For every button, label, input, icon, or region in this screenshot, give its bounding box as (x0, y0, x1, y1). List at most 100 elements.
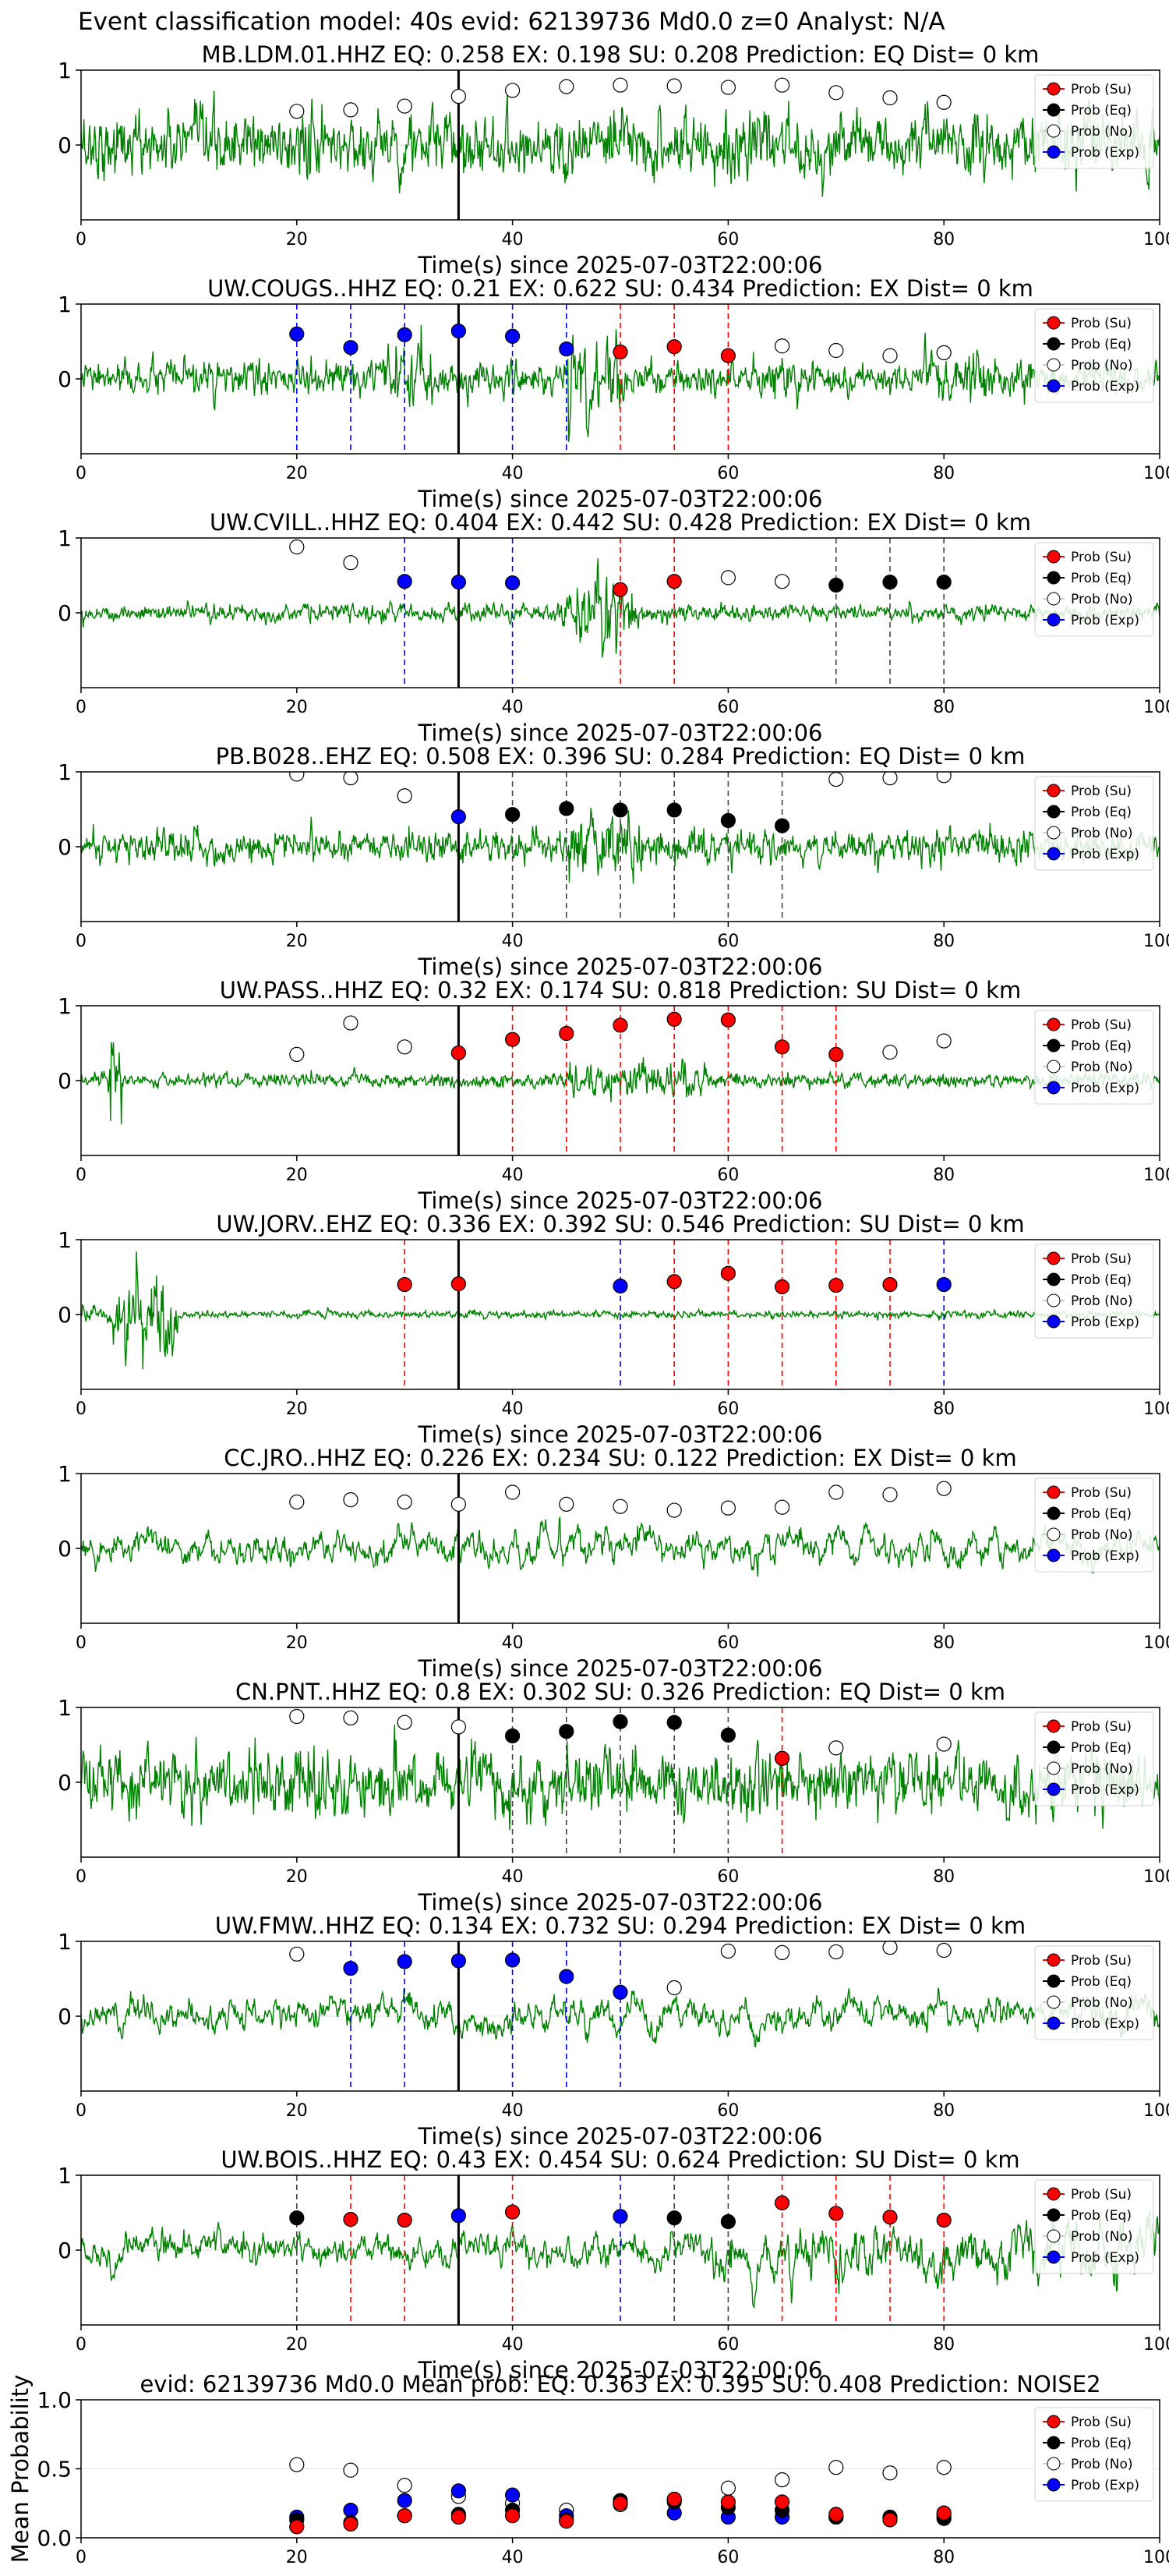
legend-label: Prob (No) (1071, 124, 1133, 140)
prob-marker-exp (397, 574, 412, 589)
prob-marker-su (504, 2204, 521, 2220)
prob-marker-su (559, 1025, 574, 1042)
legend-marker (1047, 1272, 1061, 1286)
plot-area (81, 70, 1160, 220)
prob-marker-no (882, 348, 898, 363)
legend-marker (1047, 82, 1061, 96)
legend-marker (1047, 1782, 1061, 1796)
mean-marker-su (828, 2507, 844, 2522)
legend-label: Prob (Exp) (1071, 145, 1139, 161)
prob-marker-exp (289, 326, 305, 341)
xtick-label: 80 (933, 230, 955, 249)
prob-marker-no (343, 772, 358, 786)
prob-marker-eq (559, 1724, 574, 1739)
x-axis-label: Time(s) since 2025-07-03T22:00:06 (418, 954, 823, 980)
ytick-label: 1 (58, 1461, 72, 1487)
prob-marker-exp (450, 575, 467, 590)
prob-marker-su (936, 2213, 952, 2228)
plot-area (81, 1707, 1160, 1857)
prob-marker-no (936, 94, 952, 110)
legend-label: Prob (Exp) (1071, 613, 1139, 628)
prob-marker-exp (559, 1969, 574, 1984)
xtick-label: 100 (1143, 1166, 1169, 1185)
prob-marker-su (882, 2210, 898, 2225)
legend-frame (1034, 2179, 1154, 2274)
legend-marker (1047, 1251, 1061, 1265)
legend-label: Prob (Eq) (1071, 337, 1132, 352)
legend-label: Prob (Eq) (1071, 1272, 1132, 1288)
mean-marker-su (613, 2496, 628, 2511)
panel-title: UW.FMW..HHZ EQ: 0.134 EX: 0.732 SU: 0.29… (215, 1913, 1026, 1939)
prob-marker-no (289, 1046, 305, 1063)
legend-marker (1047, 2250, 1061, 2264)
legend-marker (1047, 613, 1061, 627)
prob-marker-exp (397, 327, 412, 342)
panel-title: UW.CVILL..HHZ EQ: 0.404 EX: 0.442 SU: 0.… (210, 509, 1031, 536)
xtick-label: 40 (502, 2101, 524, 2121)
xtick-label: 100 (1143, 932, 1169, 951)
legend-label: Prob (Exp) (1071, 1081, 1139, 1096)
prob-marker-no (828, 85, 844, 101)
prob-marker-su (343, 2212, 358, 2227)
prob-marker-no (450, 1719, 467, 1735)
prob-marker-no (666, 78, 682, 94)
mean-marker-no (343, 2462, 358, 2478)
ytick-label: 1 (58, 1227, 72, 1253)
xtick-label: 40 (502, 1399, 524, 1419)
xtick-label: 100 (1143, 1867, 1169, 1887)
legend-marker (1047, 1060, 1061, 1074)
prob-marker-su (882, 1276, 898, 1293)
legend-marker (1047, 145, 1061, 159)
prob-marker-no (343, 1710, 358, 1726)
panel-UW.CVILL..HHZ: UW.CVILL..HHZ EQ: 0.404 EX: 0.442 SU: 0.… (58, 509, 1169, 746)
legend-label: Prob (Su) (1071, 1953, 1132, 1969)
prob-marker-exp (397, 1954, 412, 1969)
prob-marker-no (828, 772, 844, 787)
prob-marker-exp (559, 341, 574, 357)
xtick-label: 80 (933, 2548, 955, 2567)
prob-marker-exp (450, 2208, 467, 2224)
prob-marker-su (666, 1011, 682, 1027)
prob-marker-exp (504, 575, 521, 591)
panel-title: evid: 62139736 Md0.0 Mean prob: EQ: 0.36… (140, 2371, 1100, 2397)
panel-title: PB.B028..EHZ EQ: 0.508 EX: 0.396 SU: 0.2… (216, 743, 1026, 770)
panel-UW.COUGS..HHZ: UW.COUGS..HHZ EQ: 0.21 EX: 0.622 SU: 0.4… (58, 275, 1169, 512)
xtick-label: 100 (1143, 2548, 1169, 2567)
legend-label: Prob (No) (1071, 358, 1133, 373)
legend-label: Prob (Su) (1071, 2415, 1132, 2430)
xtick-label: 100 (1143, 1633, 1169, 1653)
legend-label: Prob (No) (1071, 1761, 1133, 1777)
legend-marker (1047, 2016, 1061, 2030)
xtick-label: 40 (502, 230, 524, 249)
legend-label: Prob (Su) (1071, 2187, 1132, 2203)
prob-marker-su (397, 1276, 412, 1293)
xtick-label: 60 (717, 698, 739, 717)
legend-label: Prob (Exp) (1071, 2016, 1139, 2032)
prob-marker-no (882, 90, 898, 106)
prob-marker-eq (666, 802, 682, 818)
xtick-label: 60 (717, 2335, 739, 2355)
ytick-label: 0.5 (37, 2457, 72, 2482)
prob-marker-no (289, 104, 305, 119)
legend-label: Prob (Su) (1071, 1251, 1132, 1267)
ytick-label: 0 (58, 2238, 72, 2263)
panel-title: MB.LDM.01.HHZ EQ: 0.258 EX: 0.198 SU: 0.… (202, 41, 1040, 68)
mean-marker-no (774, 2472, 790, 2488)
legend-marker (1047, 1017, 1061, 1031)
panel-MB.LDM.01.HHZ: MB.LDM.01.HHZ EQ: 0.258 EX: 0.198 SU: 0.… (58, 41, 1169, 278)
prob-marker-su (613, 344, 628, 360)
legend-label: Prob (Eq) (1071, 2436, 1132, 2451)
xtick-label: 20 (286, 1399, 308, 1419)
prob-marker-exp (613, 1984, 628, 2000)
panel-title: UW.COUGS..HHZ EQ: 0.21 EX: 0.622 SU: 0.4… (207, 275, 1033, 302)
legend-marker (1047, 1974, 1061, 1988)
legend-frame (1034, 1477, 1154, 1573)
ytick-label: 0 (58, 600, 72, 626)
x-axis-label: Time(s) since 2025-07-03T22:00:06 (418, 1421, 823, 1448)
prob-marker-no (343, 102, 358, 118)
legend-marker (1047, 103, 1061, 117)
x-axis-label: Time(s) since 2025-07-03T22:00:06 (418, 720, 823, 746)
prob-marker-exp (450, 1953, 467, 1969)
